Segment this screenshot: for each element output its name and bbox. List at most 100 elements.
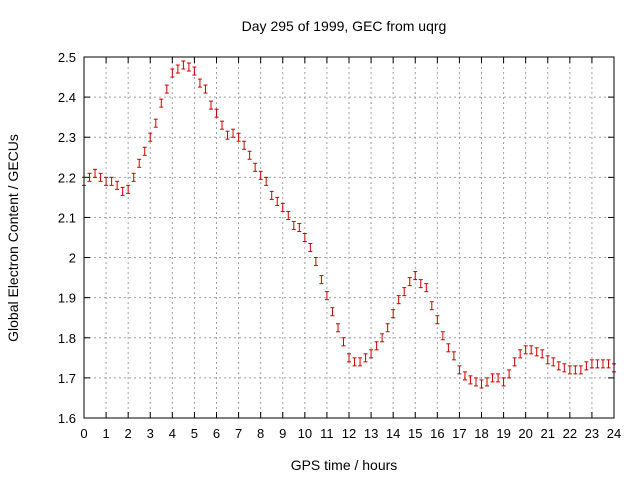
plot-border (83, 56, 615, 419)
x-tick-label: 2 (125, 426, 132, 441)
data-point (485, 377, 490, 387)
data-point (529, 345, 534, 355)
data-point (197, 78, 202, 88)
data-point (137, 158, 142, 168)
data-point (170, 68, 175, 78)
data-point (479, 379, 484, 389)
data-point (253, 162, 258, 172)
data-point (391, 309, 396, 319)
data-point (264, 176, 269, 186)
y-tick-label: 2.1 (58, 210, 76, 225)
data-point (600, 359, 605, 369)
data-point (473, 377, 478, 387)
x-tick-label: 16 (430, 426, 444, 441)
data-point (87, 172, 92, 182)
chart-title: Day 295 of 1999, GEC from uqrg (242, 18, 447, 34)
data-point (236, 132, 241, 142)
y-axis-title: Global Electron Content / GECUs (5, 134, 21, 342)
data-point (313, 257, 318, 267)
x-tick-label: 22 (563, 426, 577, 441)
data-point (501, 377, 506, 387)
data-point (297, 222, 302, 232)
y-tick-label: 2.2 (58, 170, 76, 185)
data-point (203, 84, 208, 94)
data-point (302, 232, 307, 243)
data-point (507, 369, 512, 379)
data-point (148, 132, 153, 142)
data-point (440, 331, 445, 341)
data-point (335, 323, 340, 333)
x-tick-label: 14 (386, 426, 400, 441)
data-point (363, 353, 368, 363)
x-tick-label: 3 (147, 426, 154, 441)
data-point (131, 172, 136, 182)
data-point (402, 287, 407, 297)
data-point (120, 186, 125, 196)
data-point (468, 375, 473, 385)
data-points (82, 60, 616, 389)
data-point (573, 365, 578, 375)
x-tick-label: 8 (257, 426, 264, 441)
x-tick-label: 9 (279, 426, 286, 441)
data-point (93, 168, 98, 178)
x-tick-label: 23 (585, 426, 599, 441)
data-point (186, 62, 191, 72)
data-point (225, 130, 230, 140)
grid-lines (84, 57, 614, 418)
y-tick-label: 2.4 (58, 90, 76, 105)
data-point (291, 220, 296, 230)
data-point (418, 279, 423, 289)
data-point (451, 351, 456, 361)
x-tick-label: 12 (342, 426, 356, 441)
data-point (490, 373, 495, 383)
data-point (269, 190, 274, 200)
data-point (429, 301, 434, 311)
data-point (347, 353, 351, 363)
data-point (556, 361, 561, 371)
x-tick-label: 6 (213, 426, 220, 441)
data-point (545, 355, 550, 365)
x-tick-label: 18 (474, 426, 488, 441)
data-point (462, 371, 467, 381)
data-point (396, 295, 401, 305)
x-tick-label: 10 (298, 426, 312, 441)
data-point (330, 307, 335, 317)
x-tick-label: 13 (364, 426, 378, 441)
x-tick-label: 5 (191, 426, 198, 441)
data-point (407, 277, 412, 287)
data-point (181, 60, 186, 70)
tick-marks (83, 56, 615, 419)
data-point (369, 349, 374, 359)
data-point (98, 172, 103, 182)
data-point (115, 180, 120, 190)
data-point (374, 341, 379, 351)
data-point (540, 349, 545, 359)
data-point (126, 184, 131, 194)
data-point (192, 66, 197, 76)
data-point (523, 345, 528, 355)
data-point (258, 170, 263, 180)
y-tick-label: 2 (69, 251, 76, 266)
data-point (175, 64, 180, 74)
data-point (214, 108, 219, 118)
data-point (380, 333, 385, 343)
data-point (512, 357, 517, 367)
x-tick-label: 7 (235, 426, 242, 441)
data-point (518, 349, 523, 359)
data-point (280, 202, 285, 212)
data-point (435, 315, 440, 325)
data-point (324, 291, 329, 301)
data-point (142, 146, 147, 156)
y-tick-label: 1.9 (58, 291, 76, 306)
data-point (231, 128, 236, 138)
y-tick-label: 1.8 (58, 331, 76, 346)
data-point (247, 150, 252, 160)
data-point (457, 365, 462, 375)
data-point (286, 210, 291, 220)
data-point (104, 176, 109, 186)
x-tick-labels: 0 1 2 3 4 5 6 7 8 9 10 11 12 13 14 15 16 17 18 19 20 21 22 23 24 (80, 426, 621, 441)
data-point (496, 373, 501, 383)
data-point (446, 343, 451, 353)
data-point (352, 357, 357, 367)
